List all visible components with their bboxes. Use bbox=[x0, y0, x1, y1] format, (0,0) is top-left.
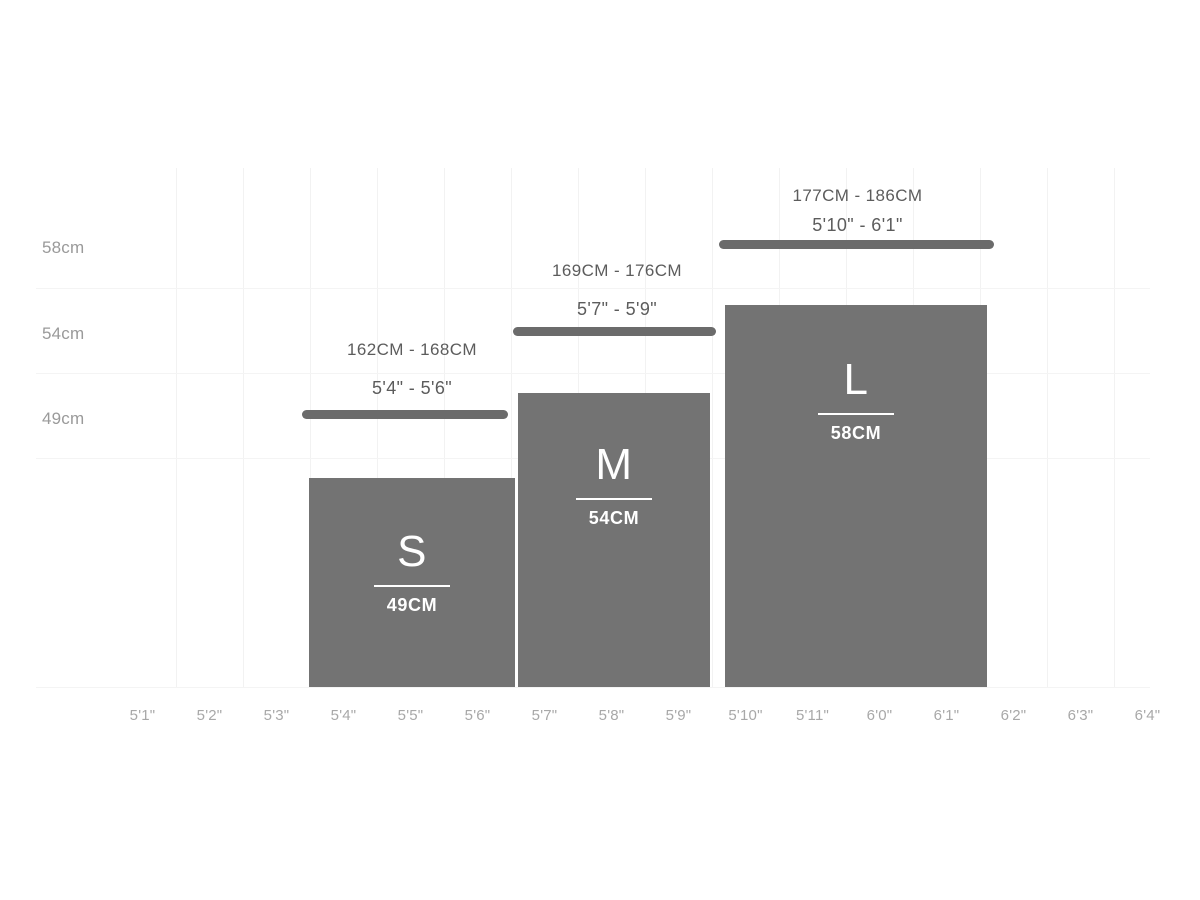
gridline-horizontal bbox=[36, 288, 1150, 289]
size-medium-inner-labels: M 54CM bbox=[518, 443, 710, 527]
x-axis-tick-6-3: 6'3" bbox=[1067, 707, 1094, 724]
size-large-range-bar bbox=[719, 240, 994, 249]
x-axis-tick-5-1: 5'1" bbox=[129, 707, 156, 724]
y-axis-label-49cm: 49cm bbox=[42, 409, 85, 428]
size-large-shape bbox=[725, 305, 987, 687]
x-axis-tick-5-4: 5'4" bbox=[330, 707, 357, 724]
size-small-divider bbox=[374, 585, 450, 587]
size-small-letter: S bbox=[397, 527, 427, 576]
x-axis-tick-5-3: 5'3" bbox=[263, 707, 290, 724]
size-medium-ft-range: 5'7" - 5'9" bbox=[576, 299, 658, 319]
size-medium-divider bbox=[576, 498, 652, 500]
y-axis-label-58cm: 58cm bbox=[42, 238, 85, 257]
gridline-vertical bbox=[243, 168, 244, 687]
x-axis-tick-6-1: 6'1" bbox=[933, 707, 960, 724]
size-medium-shape bbox=[518, 393, 710, 687]
size-medium-frame-size: 54CM bbox=[588, 508, 640, 528]
x-axis-tick-6-0: 6'0" bbox=[866, 707, 893, 724]
size-small-frame-size: 49CM bbox=[386, 595, 438, 615]
gridline-vertical bbox=[176, 168, 177, 687]
x-axis-tick-5-6: 5'6" bbox=[464, 707, 491, 724]
size-medium-range-bar bbox=[513, 327, 716, 336]
x-axis-tick-5-10: 5'10" bbox=[728, 707, 763, 724]
size-small-ft-range: 5'4" - 5'6" bbox=[371, 378, 453, 398]
gridline-vertical bbox=[1114, 168, 1115, 687]
size-small-shape bbox=[309, 478, 515, 687]
x-axis-tick-5-11: 5'11" bbox=[795, 707, 830, 724]
size-large-letter: L bbox=[843, 355, 869, 404]
x-axis-tick-5-9: 5'9" bbox=[665, 707, 692, 724]
x-axis-tick-5-2: 5'2" bbox=[196, 707, 223, 724]
size-large-frame-size: 58CM bbox=[830, 423, 882, 443]
size-medium-letter: M bbox=[595, 440, 633, 489]
size-large-inner-labels: L 58CM bbox=[725, 358, 987, 442]
gridline-vertical bbox=[1047, 168, 1048, 687]
y-axis-label-54cm: 54cm bbox=[42, 324, 85, 343]
x-axis-tick-5-7: 5'7" bbox=[531, 707, 558, 724]
size-large-cm-range: 177CM - 186CM bbox=[792, 186, 923, 205]
x-axis-tick-5-5: 5'5" bbox=[397, 707, 424, 724]
x-axis-tick-5-8: 5'8" bbox=[598, 707, 625, 724]
size-small-inner-labels: S 49CM bbox=[309, 530, 515, 614]
size-small-range-bar bbox=[302, 410, 508, 419]
gridline-vertical bbox=[712, 168, 713, 687]
x-axis-tick-6-4: 6'4" bbox=[1134, 707, 1161, 724]
x-axis-tick-6-2: 6'2" bbox=[1000, 707, 1027, 724]
size-large-ft-range: 5'10" - 6'1" bbox=[812, 215, 903, 235]
gridline-horizontal bbox=[36, 687, 1150, 688]
size-medium-cm-range: 169CM - 176CM bbox=[552, 261, 682, 280]
size-large-divider bbox=[818, 413, 894, 415]
size-small-cm-range: 162CM - 168CM bbox=[347, 340, 477, 359]
